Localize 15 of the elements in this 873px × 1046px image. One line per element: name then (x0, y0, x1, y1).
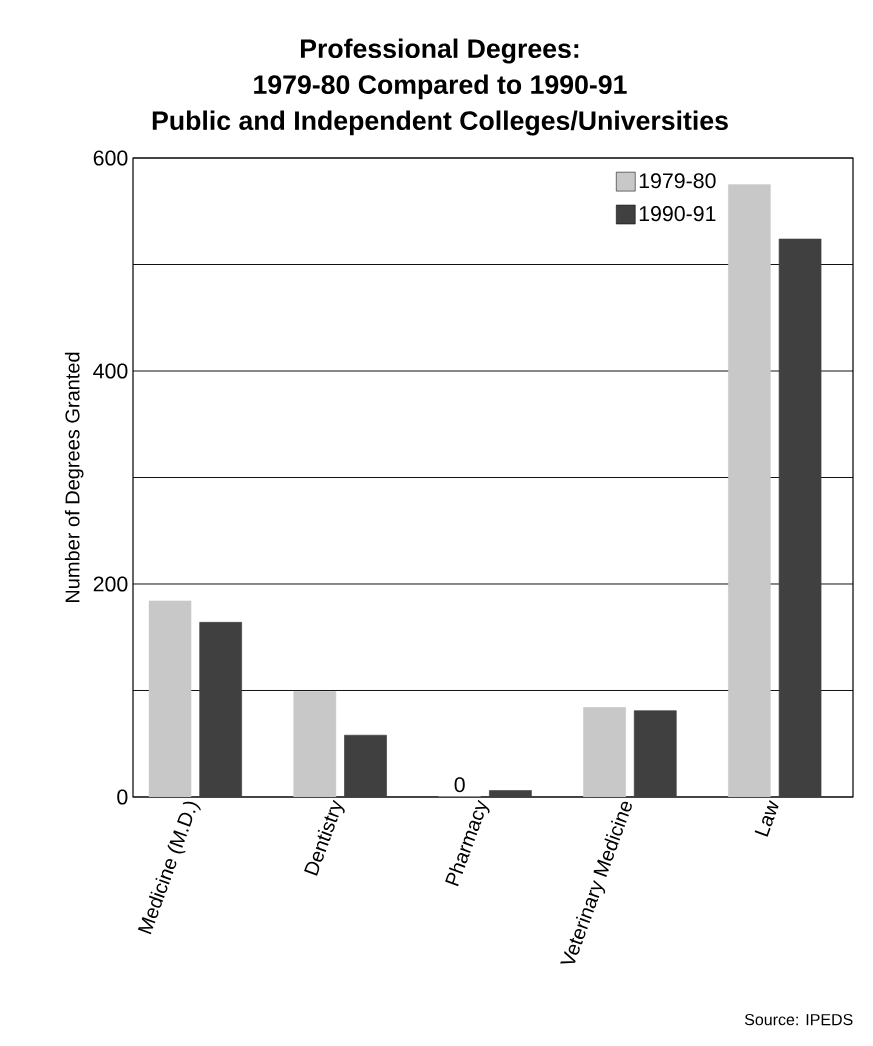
chart-title: Professional Degrees: 1979-80 Compared to 1990-91 Public and Independent Colleges/Universities (152, 38, 728, 136)
y-tick-label: 400 (93, 363, 128, 379)
bar (293, 691, 337, 797)
bar (728, 184, 771, 797)
data-label: 0 (454, 777, 465, 793)
source-note: Source: IPEDS (744, 1013, 853, 1026)
y-tick-label: 200 (93, 576, 128, 592)
bar (583, 707, 626, 797)
y-tick-label: 0 (117, 789, 128, 805)
legend-label: 1979-80 (639, 173, 716, 189)
y-axis-title: Number of Degrees Granted (64, 352, 84, 603)
legend-label: 1990-91 (639, 206, 716, 222)
x-tick-label: Law (754, 800, 779, 837)
bar (148, 600, 192, 797)
y-tick-label: 600 (93, 150, 128, 166)
